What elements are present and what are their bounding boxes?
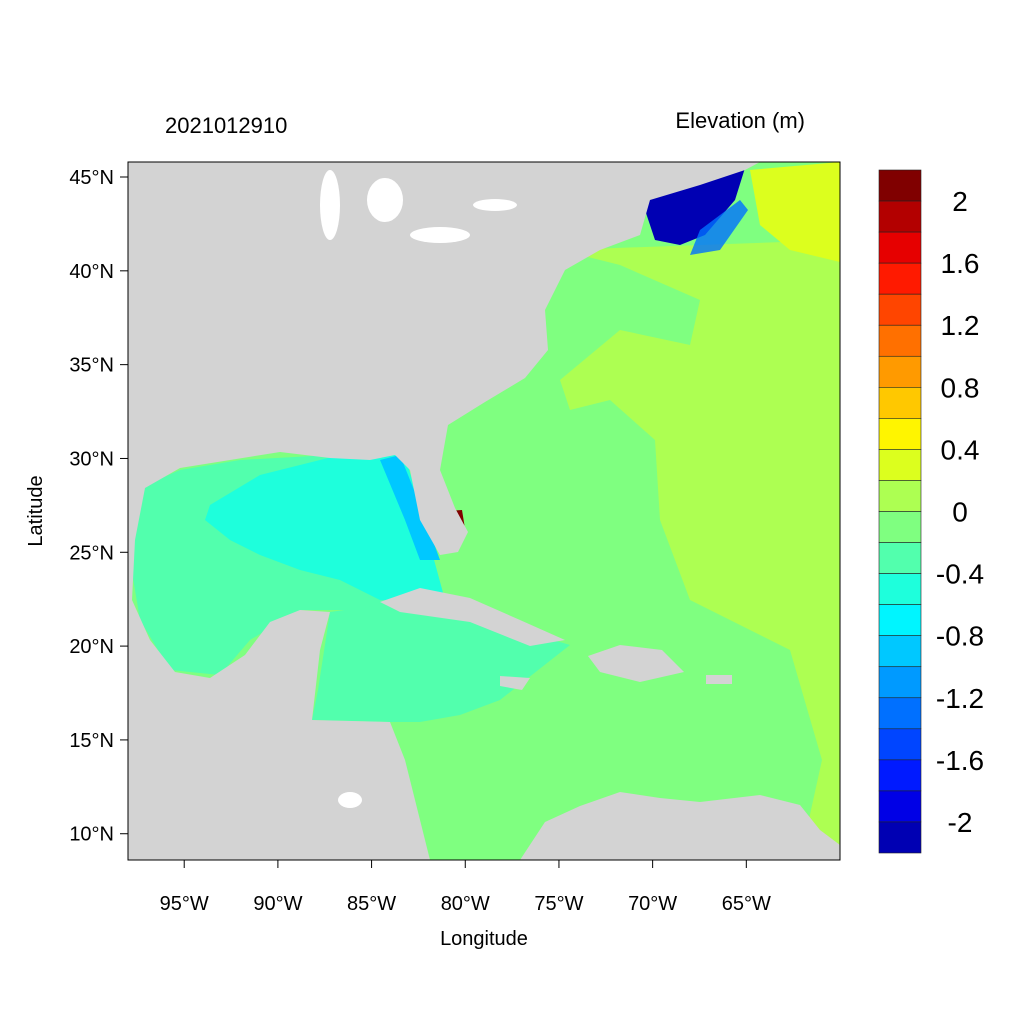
colorbar-label: -0.8 [936, 621, 984, 652]
atlantic-east-region [560, 240, 840, 860]
colorbar-bin [878, 324, 922, 357]
colorbar-bin [878, 293, 922, 326]
colorbar-bin [878, 511, 922, 543]
y-tick-label: 20°N [69, 636, 114, 658]
land-jamaica [500, 676, 530, 690]
eastern-gulf-region [205, 455, 445, 600]
land-cuba [380, 588, 565, 646]
land-north-america [128, 162, 760, 860]
colorbar-label: 2 [952, 186, 968, 217]
colorbar-label: -1.6 [936, 745, 984, 776]
northeast-high-region [750, 162, 840, 262]
colorbar-label: -2 [948, 807, 973, 838]
gulf-of-maine-gradient [690, 200, 748, 255]
lake-nicaragua [338, 792, 362, 808]
colorbar-label: -1.2 [936, 683, 984, 714]
colorbar-label: 1.2 [941, 310, 980, 341]
x-axis: 95°W 90°W 85°W 80°W 75°W 70°W 65°W [160, 860, 771, 915]
lake-huron [367, 178, 403, 222]
x-tick-label: 80°W [441, 893, 490, 915]
x-tick-label: 70°W [628, 893, 677, 915]
y-tick-label: 45°N [69, 167, 114, 189]
x-tick-label: 65°W [722, 893, 771, 915]
y-tick-label: 30°N [69, 448, 114, 470]
y-tick-label: 40°N [69, 261, 114, 283]
colorbar-label: -0.4 [936, 559, 984, 590]
colorbar-bin [878, 573, 922, 605]
colorbar-label: 0 [952, 497, 968, 528]
variable-title: Elevation (m) [675, 108, 805, 133]
lake-ontario [473, 199, 517, 211]
lake-michigan [320, 170, 340, 240]
colorbar-bin [878, 449, 922, 481]
colorbar-bin [878, 418, 922, 450]
y-tick-label: 10°N [69, 824, 114, 846]
colorbar-bin [878, 604, 922, 636]
colorbar-bin [878, 790, 922, 823]
x-tick-label: 95°W [160, 893, 209, 915]
colorbar-bin [878, 169, 922, 202]
plot-frame [127, 161, 841, 861]
colorbar-bin [878, 387, 922, 419]
colorbar-bin [878, 200, 922, 233]
colorbar-label: 1.6 [941, 248, 980, 279]
y-tick-label: 35°N [69, 355, 114, 377]
land-puerto-rico [706, 675, 732, 684]
y-axis-label: Latitude [25, 475, 47, 546]
y-axis: 45°N 40°N 35°N 30°N 25°N 20°N 15°N 10°N [69, 167, 128, 846]
x-tick-label: 75°W [534, 893, 583, 915]
lake-erie [410, 227, 470, 243]
x-tick-label: 90°W [253, 893, 302, 915]
colorbar-bin [878, 635, 922, 668]
colorbar-bin [878, 355, 922, 388]
colorbar-bin [878, 480, 922, 512]
colorbar: 2 1.6 1.2 0.8 0.4 0 -0.4 -0.8 -1.2 -1.6 -2 [878, 169, 984, 854]
date-title: 2021012910 [165, 113, 287, 138]
x-axis-label: Longitude [440, 928, 528, 950]
florida-shelf-region [380, 455, 440, 560]
y-tick-label: 15°N [69, 730, 114, 752]
y-tick-label: 25°N [69, 542, 114, 564]
colorbar-bin [878, 759, 922, 792]
colorbar-bin [878, 231, 922, 264]
colorbar-bin [878, 542, 922, 574]
land-hispaniola [588, 645, 684, 682]
land-south-america [520, 792, 840, 860]
colorbar-label: 0.4 [941, 434, 980, 465]
map-panel [127, 161, 841, 861]
colorbar-bin [878, 666, 922, 699]
colorbar-label: 0.8 [941, 372, 980, 403]
x-tick-label: 85°W [347, 893, 396, 915]
colorbar-bin [878, 821, 922, 854]
colorbar-bin [878, 262, 922, 295]
colorbar-bin [878, 728, 922, 761]
colorbar-bin [878, 697, 922, 730]
